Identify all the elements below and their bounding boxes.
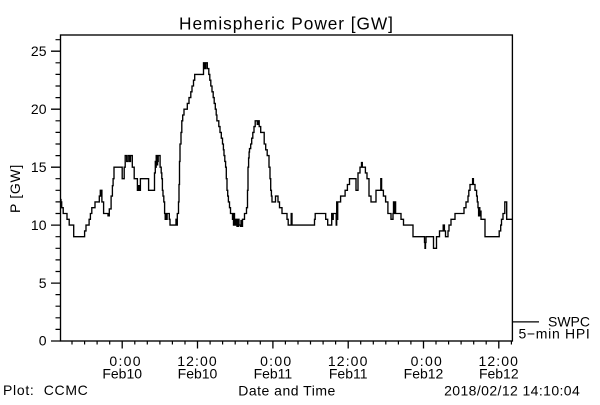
svg-text:Plot: CCMC: Plot: CCMC xyxy=(3,382,89,398)
svg-text:25: 25 xyxy=(31,43,47,59)
svg-text:20: 20 xyxy=(31,101,47,117)
svg-text:0:00: 0:00 xyxy=(109,353,141,369)
svg-text:5−min HPI: 5−min HPI xyxy=(518,326,590,342)
svg-text:12:00: 12:00 xyxy=(177,353,218,369)
svg-text:12:00: 12:00 xyxy=(328,353,369,369)
svg-text:Feb12: Feb12 xyxy=(479,366,519,382)
svg-text:Feb11: Feb11 xyxy=(254,366,293,382)
svg-text:5: 5 xyxy=(39,275,47,291)
svg-text:2018/02/12 14:10:04: 2018/02/12 14:10:04 xyxy=(444,383,580,399)
svg-text:Feb10: Feb10 xyxy=(102,366,142,382)
svg-text:12:00: 12:00 xyxy=(479,353,520,369)
svg-text:10: 10 xyxy=(31,217,47,233)
svg-text:Date and Time: Date and Time xyxy=(238,383,336,399)
svg-text:0:00: 0:00 xyxy=(411,353,443,369)
svg-text:P [GW]: P [GW] xyxy=(7,164,23,213)
svg-text:15: 15 xyxy=(31,159,47,175)
svg-text:0: 0 xyxy=(39,333,47,349)
svg-text:SWPC: SWPC xyxy=(548,314,590,330)
svg-text:Hemispheric Power [GW]: Hemispheric Power [GW] xyxy=(179,14,394,34)
svg-text:Feb12: Feb12 xyxy=(404,366,444,382)
svg-text:Feb10: Feb10 xyxy=(178,366,218,382)
svg-text:Feb11: Feb11 xyxy=(329,366,368,382)
svg-text:0:00: 0:00 xyxy=(260,353,292,369)
